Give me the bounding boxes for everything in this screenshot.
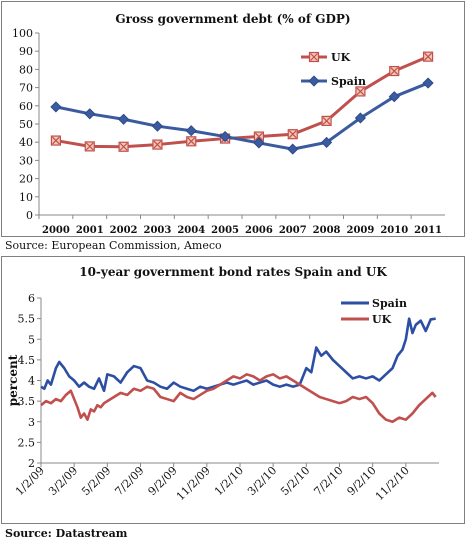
data-point-diamond [388,91,400,103]
y-axis-label: percent [6,354,20,406]
chart-border [1,256,465,524]
data-point-cross [51,136,60,145]
data-point-cross [153,140,162,149]
x-tick-label: 2005 [211,225,239,236]
data-point-diamond [50,101,62,113]
data-point-diamond [321,136,333,148]
data-point-diamond [308,75,320,87]
x-tick-label: 2011 [414,225,442,236]
y-tick-label: 6 [28,292,35,305]
data-point-cross [85,142,94,151]
x-tick-label: 2000 [42,225,70,236]
y-tick-label: 60 [19,100,33,113]
data-point-diamond [84,108,96,120]
data-point-diamond [219,130,231,143]
y-tick-label: 3 [28,416,35,429]
data-point-cross [356,87,365,96]
y-tick-label: 90 [19,45,33,58]
debt-chart: Gross government debt (% of GDP) 0 10 20 30… [1,1,465,237]
data-point-cross [310,53,318,61]
data-point-cross [424,52,433,61]
series-line-uk [40,373,437,424]
y-tick-label: 30 [19,154,33,167]
x-tick-label: 2010 [380,225,408,236]
y-tick-label: 2 [28,457,35,470]
y-tick-label: 4 [28,375,35,388]
y-tick-label: 5 [28,333,35,346]
y-tick-label: 0 [26,209,33,222]
source-note: Source: Datastream [5,527,128,540]
debt-chart-panel: Gross government debt (% of GDP) 0 10 20 30… [1,1,465,237]
y-tick-label: 80 [19,63,33,76]
y-tick-label: 50 [19,118,33,131]
data-point-diamond [151,120,163,132]
chart-title: Gross government debt (% of GDP) [115,12,350,26]
bond-chart-panel: 10-year government bond rates Spain and … [1,256,465,524]
chart-border [1,1,465,237]
y-tick-label: 100 [12,27,33,40]
source-note: Source: European Commission, Ameco [5,239,222,252]
x-tick-label: 2007 [279,225,307,236]
bond-chart: 10-year government bond rates Spain and … [1,256,465,524]
chart-title: 10-year government bond rates Spain and … [79,265,387,279]
y-tick-label: 70 [19,82,33,95]
x-tick-label: 2004 [177,225,205,236]
data-point-cross [119,142,128,151]
y-tick-label: 40 [19,136,33,149]
data-point-cross [322,116,331,125]
series-line-spain [40,317,436,393]
data-point-diamond [422,77,434,89]
data-point-diamond [354,112,366,124]
x-tick-label: 2009 [346,225,374,236]
plot-area: 0 10 20 30 40 50 60 70 80 90 100 2000 2001 2002 2003 20… [12,27,445,236]
data-point-cross [254,132,263,141]
y-tick-label: 10 [19,191,33,204]
data-point-diamond [118,113,130,125]
legend-label: Spain [372,297,407,310]
y-tick-label: 3.5 [18,395,36,408]
data-point-diamond [253,137,265,149]
data-point-cross [187,137,196,146]
x-tick-label: 2006 [245,225,273,236]
data-point-cross [288,130,297,139]
legend-label: UK [372,313,392,326]
series-line-uk [55,55,429,149]
x-tick-label: 2003 [143,225,171,236]
y-tick-label: 4.5 [18,354,36,367]
data-point-diamond [287,143,299,155]
y-tick-label: 2.5 [18,436,36,449]
legend-label: Spain [331,75,366,88]
data-point-diamond [185,125,197,137]
legend-label: UK [331,51,351,64]
y-tick-label: 5.5 [18,313,36,326]
data-point-cross [390,67,399,75]
x-tick-label: 2001 [76,225,104,236]
x-tick-label: 2008 [313,225,341,236]
series-line-spain [55,81,429,151]
y-tick-label: 20 [19,173,33,186]
x-tick-label: 2002 [110,225,138,236]
